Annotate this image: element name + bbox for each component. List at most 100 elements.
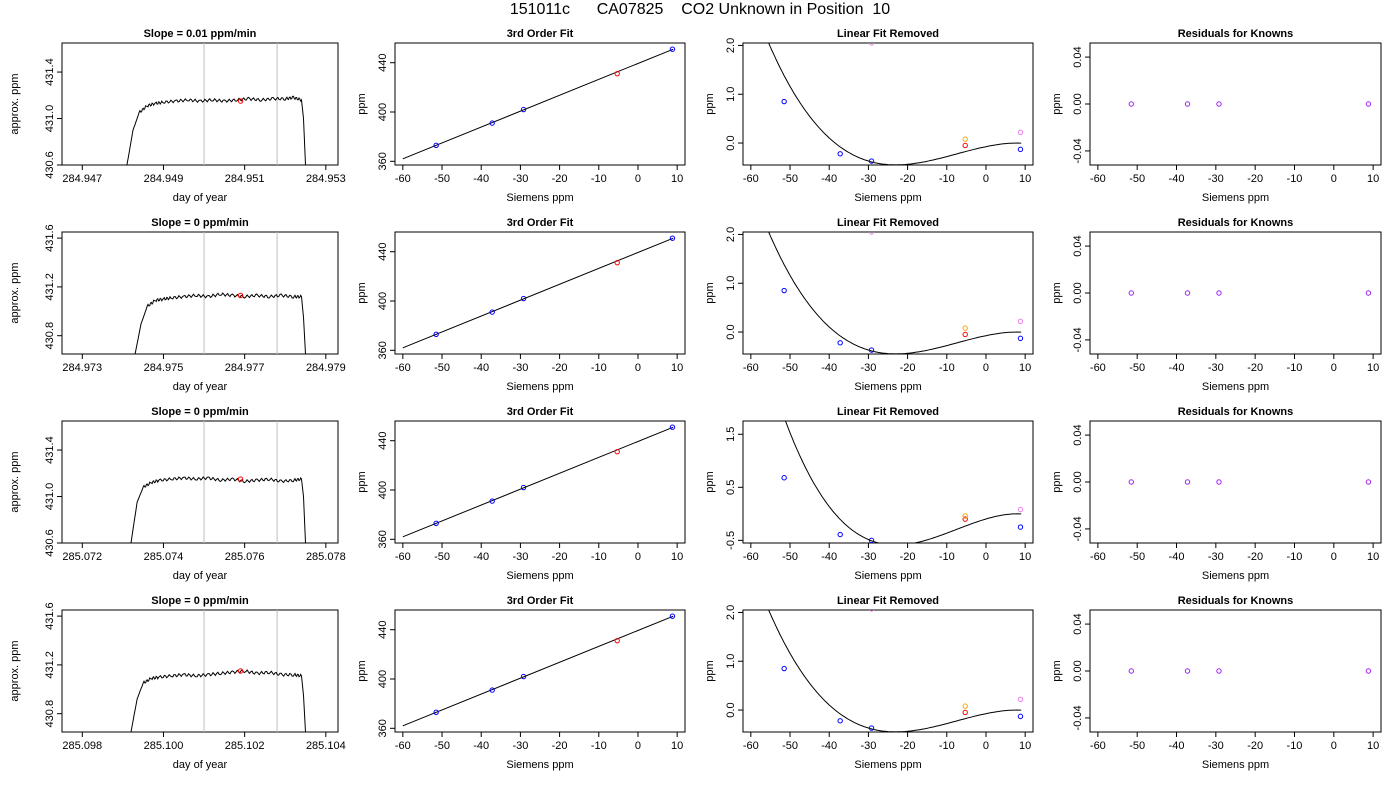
x-tick-label: 10 — [671, 173, 683, 185]
unknown-point — [614, 70, 620, 77]
known-point — [781, 287, 787, 294]
x-tick-label: -50 — [1129, 551, 1145, 563]
y-axis-label: approx. ppm — [9, 451, 21, 512]
x-tick-label: -30 — [1208, 551, 1224, 563]
x-tick-label: -50 — [782, 551, 798, 563]
plot-frame — [394, 42, 686, 166]
y-tick-label: 360 — [377, 152, 389, 170]
violet-point — [1017, 318, 1024, 325]
x-axis-label: day of year — [173, 570, 228, 582]
known-point — [1017, 524, 1024, 530]
known-point — [489, 309, 495, 315]
plot-frame — [61, 420, 339, 544]
y-tick-label: 440 — [377, 243, 389, 261]
x-tick-label: -10 — [939, 551, 955, 563]
mean-marker-point — [237, 476, 244, 482]
violet-point — [869, 610, 875, 612]
x-tick-label: -20 — [552, 362, 568, 374]
mean-marker-point — [237, 292, 244, 299]
known-point — [433, 142, 439, 148]
plot-area — [1128, 479, 1372, 485]
x-tick-label: -50 — [434, 362, 450, 374]
x-tick-label: -40 — [1169, 551, 1185, 563]
y-tick-label: -0.04 — [1072, 516, 1084, 541]
known-point — [489, 120, 495, 126]
x-tick-label: -60 — [1090, 551, 1106, 563]
x-tick-label: -10 — [591, 173, 607, 185]
panel-title: 3rd Order Fit — [507, 406, 574, 418]
x-tick-label: 10 — [1367, 362, 1379, 374]
co2-trace-line — [126, 95, 306, 165]
x-tick-label: 0 — [983, 362, 989, 374]
x-tick-label: -20 — [900, 551, 916, 563]
x-tick-label: 284.947 — [62, 173, 102, 185]
plot-area — [402, 613, 676, 727]
x-tick-label: 285.104 — [306, 740, 346, 752]
x-tick-label: -60 — [1090, 362, 1106, 374]
x-tick-label: -50 — [782, 362, 798, 374]
y-tick-label: 0.00 — [1072, 93, 1084, 114]
panel-timeseries-row-3: Slope = 0 ppm/min 285.072 285.074 285.076 28… — [9, 406, 346, 582]
y-tick-label: 0.04 — [1072, 235, 1084, 256]
known-point — [1017, 713, 1024, 720]
unknown-point — [962, 331, 968, 338]
y-axis-label: ppm — [1051, 660, 1063, 681]
x-tick-label: 284.951 — [225, 173, 265, 185]
known-point — [781, 665, 787, 672]
panel-title: Slope = 0 ppm/min — [151, 406, 249, 418]
y-tick-label: 0.04 — [1072, 424, 1084, 445]
plot-area — [781, 421, 1024, 543]
x-tick-label: -10 — [1287, 362, 1303, 374]
y-tick-label: 440 — [377, 54, 389, 72]
x-tick-label: -20 — [1247, 740, 1263, 752]
x-tick-label: 10 — [1367, 173, 1379, 185]
y-axis-label: ppm — [1051, 471, 1063, 492]
unknown-point — [614, 637, 620, 644]
x-tick-label: -60 — [743, 362, 759, 374]
y-tick-label: 0.00 — [1072, 282, 1084, 303]
panel-fit-row-3: 3rd Order Fit -60 -50 -40 -30 -20 -10 0 10 360 400… — [356, 406, 686, 582]
x-tick-label: -40 — [473, 551, 489, 563]
known-point — [837, 531, 843, 538]
plot-area — [768, 610, 1024, 732]
x-tick-label: -30 — [512, 173, 528, 185]
plot-area — [126, 43, 306, 165]
x-tick-label: -50 — [1129, 173, 1145, 185]
x-tick-label: -10 — [939, 173, 955, 185]
plot-frame — [742, 231, 1034, 355]
plot-area — [1128, 101, 1372, 107]
y-tick-label: 440 — [377, 621, 389, 639]
residual-point — [1184, 101, 1191, 107]
unknown-point — [614, 448, 620, 455]
x-tick-label: -20 — [1247, 173, 1263, 185]
y-tick-label: 0.0 — [725, 324, 737, 339]
x-tick-label: 10 — [1019, 740, 1031, 752]
x-tick-label: -20 — [900, 740, 916, 752]
x-tick-label: -40 — [821, 740, 837, 752]
plot-frame — [742, 420, 1034, 544]
x-tick-label: -20 — [552, 173, 568, 185]
y-axis-label: ppm — [1051, 93, 1063, 114]
x-tick-label: -20 — [552, 740, 568, 752]
y-axis-label: approx. ppm — [9, 640, 21, 701]
x-tick-label: 285.098 — [62, 740, 102, 752]
plot-area — [130, 421, 306, 543]
unknown-point — [614, 259, 620, 266]
x-tick-label: 284.953 — [306, 173, 346, 185]
panel-timeseries-row-4: Slope = 0 ppm/min 285.098 285.100 285.102 28… — [9, 595, 346, 771]
known-point — [868, 347, 875, 353]
x-axis-label: Siemens ppm — [854, 381, 921, 393]
residual-point — [1128, 479, 1134, 485]
known-point — [520, 673, 527, 680]
x-tick-label: -30 — [860, 740, 876, 752]
x-axis-label: day of year — [173, 381, 228, 393]
y-tick-label: 431.2 — [44, 651, 56, 679]
y-tick-label: 431.6 — [44, 602, 56, 630]
x-tick-label: -40 — [1169, 740, 1185, 752]
residual-point — [1128, 668, 1134, 674]
x-tick-label: -20 — [900, 173, 916, 185]
x-tick-label: -40 — [821, 173, 837, 185]
x-tick-label: 10 — [1019, 362, 1031, 374]
x-tick-label: -60 — [1090, 740, 1106, 752]
